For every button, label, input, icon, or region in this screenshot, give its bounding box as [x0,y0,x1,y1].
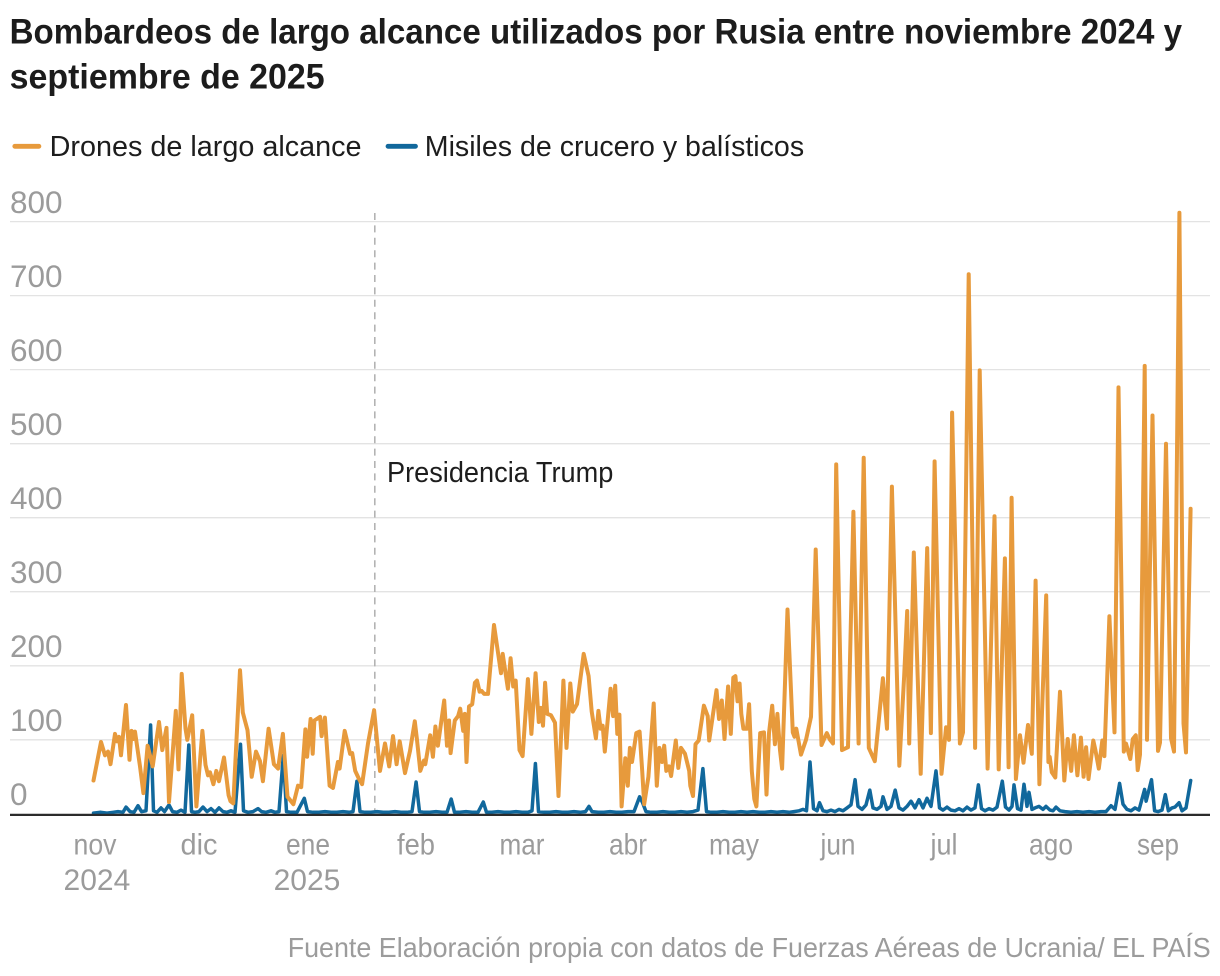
svg-text:abr: abr [609,829,647,862]
svg-text:jun: jun [820,829,856,862]
svg-text:ago: ago [1029,829,1073,862]
svg-text:Fuente Elaboración propia con: Fuente Elaboración propia con datos de F… [288,932,1211,963]
svg-text:2025: 2025 [274,864,341,897]
svg-text:feb: feb [397,829,435,862]
svg-text:septiembre de 2025: septiembre de 2025 [10,57,325,97]
svg-text:700: 700 [10,258,63,294]
svg-text:600: 600 [10,332,63,368]
svg-text:200: 200 [10,628,63,664]
svg-text:jul: jul [930,829,958,862]
svg-text:300: 300 [10,554,63,590]
svg-text:nov: nov [74,829,117,862]
svg-text:Misiles de crucero y balístico: Misiles de crucero y balísticos [425,131,804,163]
svg-text:mar: mar [500,829,545,862]
svg-text:Presidencia Trump: Presidencia Trump [387,457,613,489]
svg-text:500: 500 [10,406,63,442]
svg-text:100: 100 [10,702,63,738]
svg-text:sep: sep [1137,829,1179,862]
svg-text:ene: ene [286,829,330,862]
svg-text:0: 0 [10,776,28,812]
svg-text:400: 400 [10,480,63,516]
svg-text:dic: dic [181,829,218,862]
svg-text:800: 800 [10,184,63,220]
svg-text:may: may [709,829,759,862]
svg-text:Bombardeos de largo alcance ut: Bombardeos de largo alcance utilizados p… [10,12,1183,52]
svg-text:Drones de largo alcance: Drones de largo alcance [50,131,362,163]
svg-text:2024: 2024 [64,864,131,897]
